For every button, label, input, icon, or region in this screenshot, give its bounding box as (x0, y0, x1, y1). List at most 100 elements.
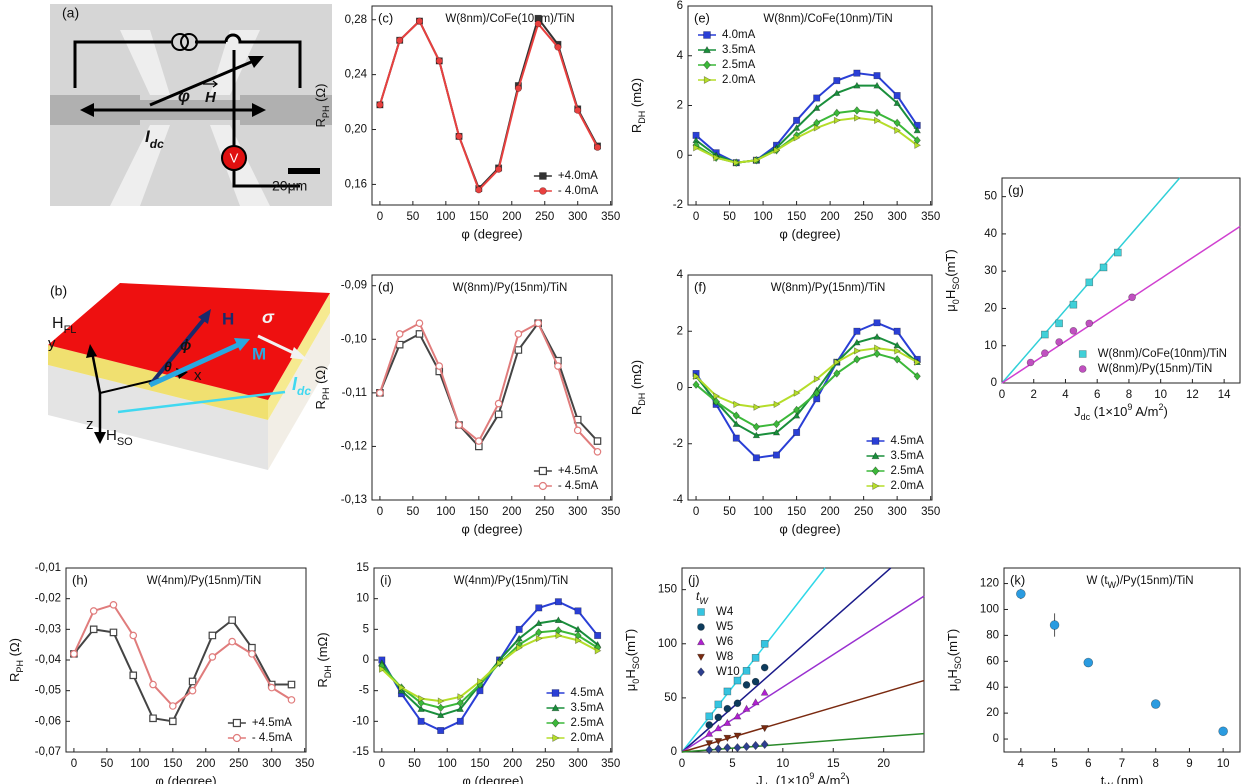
data-point (1114, 248, 1122, 257)
wire (232, 170, 300, 188)
data-point (496, 659, 504, 667)
data-point (494, 399, 503, 408)
data-point (248, 643, 256, 652)
y-axis-label-part: (Ω) (313, 366, 328, 388)
data-point (793, 116, 801, 124)
y-tick-label: -10 (352, 715, 369, 727)
x-tick-label: 50 (406, 211, 419, 223)
data-point (475, 437, 483, 445)
series-line (381, 634, 599, 703)
panel-label: (f) (694, 279, 706, 294)
y-axis-label: RPH (Ω) (313, 366, 331, 410)
y-tick-label: 100 (980, 603, 999, 615)
data-point (415, 319, 424, 328)
data-point (573, 426, 582, 435)
data-point (1099, 263, 1108, 272)
data-point (751, 654, 760, 662)
data-point (760, 725, 769, 733)
data-point (418, 694, 425, 703)
sigma-label: σ (262, 307, 275, 327)
x-tick-label: 10 (776, 758, 789, 770)
y-tick-label: -2 (673, 199, 683, 211)
data-point (395, 330, 404, 338)
legend-label: 2.5mA (571, 717, 605, 729)
x-tick-label: 4 (1018, 758, 1025, 770)
y-tick-label: -0,01 (35, 562, 61, 574)
data-point (287, 680, 296, 689)
x-tick-label: 150 (787, 506, 806, 518)
x-tick-label: 4 (1062, 389, 1069, 401)
x-axis-label-part: (nm) (1113, 773, 1143, 784)
y-axis-label-part: (mT) (945, 629, 960, 656)
data-point (742, 704, 751, 712)
y-axis-label-part: (mΩ) (315, 632, 330, 665)
current-label: Idc (145, 127, 164, 151)
legend-marker (697, 667, 705, 677)
legend-label: 2.0mA (891, 480, 925, 492)
x-tick-label: 350 (601, 506, 620, 518)
data-point (742, 667, 751, 675)
x-axis-label-sub: dc (763, 781, 773, 784)
data-point (89, 607, 98, 615)
y-axis-label-sub: SO (631, 656, 641, 669)
y-tick-label: 2 (677, 325, 683, 337)
x-tick-label: 150 (469, 506, 488, 518)
arrow-head (94, 432, 106, 444)
data-point (594, 647, 602, 655)
panel-label: (i) (380, 572, 392, 587)
data-point (534, 319, 542, 328)
chart-title: W(8nm)/Py(15nm)/TiN (771, 282, 886, 294)
data-point (893, 118, 901, 128)
data-point (417, 717, 425, 725)
legend-label: 3.5mA (722, 44, 756, 56)
y-axis-label: RDH (mΩ) (315, 632, 333, 687)
series-line (695, 116, 918, 164)
data-point (514, 346, 523, 354)
legend-label: +4.5mA (558, 465, 598, 477)
y-tick-label: 5 (363, 623, 369, 635)
series-line (695, 347, 918, 409)
chart-title-part: )/Py(15nm)/TiN (1116, 575, 1194, 587)
data-point (1069, 300, 1078, 309)
y-axis-label-part: (Ω) (313, 84, 328, 106)
h-fl-main: H (52, 315, 64, 332)
theta-label: θ (164, 359, 172, 375)
data-point (376, 389, 384, 397)
data-point (714, 700, 723, 709)
x-tick-label: 200 (502, 506, 521, 518)
arrow-head (290, 347, 308, 360)
data-point (813, 375, 821, 383)
x-axis-label-part: A/m (814, 773, 840, 784)
data-point (714, 724, 723, 732)
x-tick-label: 0 (379, 758, 385, 770)
y-axis-label-part: μ (623, 684, 638, 692)
y-tick-label: 0 (677, 149, 683, 161)
legend-label: 4.5mA (891, 435, 925, 447)
data-point (1085, 278, 1094, 287)
h-so-label: HSO (106, 427, 133, 448)
y-tick-label: 40 (984, 228, 997, 240)
data-point (515, 625, 523, 633)
data-point (267, 683, 276, 692)
y-tick-label: 10 (984, 340, 997, 352)
data-point (773, 146, 781, 154)
x-axis-label-part: (1×10 (1090, 404, 1127, 419)
y-axis-label-part: R (315, 678, 330, 687)
y-axis-label-part: R (313, 400, 328, 409)
y-axis-label-part: μ (945, 684, 960, 692)
data-point (535, 634, 543, 643)
panel-label: (b) (50, 283, 67, 299)
y-axis-label-sub: DH (637, 111, 647, 124)
data-point (732, 411, 740, 420)
arrow-head (234, 338, 250, 351)
y-axis-label: μ0HSO(mT) (623, 629, 641, 691)
panel-label: (g) (1008, 182, 1024, 197)
data-point (705, 712, 714, 721)
data-point (435, 362, 444, 370)
h-so-sub: SO (117, 436, 133, 448)
x-tick-label: 10 (1154, 389, 1167, 401)
y-axis-label-part: (mΩ) (629, 78, 644, 111)
data-point (437, 697, 445, 705)
y-axis-label: RPH (Ω) (7, 638, 25, 682)
x-axis-label: φ (degree) (779, 226, 840, 241)
